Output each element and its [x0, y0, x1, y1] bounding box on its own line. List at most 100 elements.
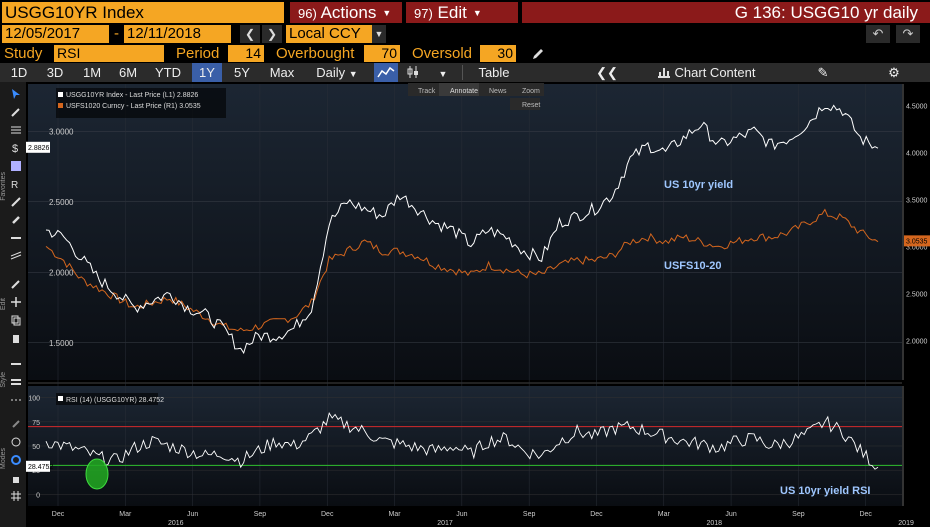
copy-icon[interactable] [10, 314, 22, 326]
range-1y[interactable]: 1Y [192, 63, 222, 82]
price-chart[interactable]: Track Annotate News Zoom Reset USGG10YR … [26, 82, 930, 527]
table-button[interactable]: Table [478, 65, 510, 80]
channel-icon[interactable] [10, 250, 22, 262]
horizontal-line-icon[interactable] [10, 232, 22, 244]
chevron-down-icon[interactable]: ▼ [438, 69, 448, 79]
legend-entry-1: USGG10YR Index - Last Price (L1) 2.8826 [66, 92, 198, 99]
range-6m[interactable]: 6M [118, 65, 138, 80]
rsi-icon[interactable]: R [10, 178, 22, 190]
toolbar-divider [462, 65, 463, 80]
series-rsi-line [45, 411, 879, 470]
start-date-input[interactable]: 12/05/2017 [2, 25, 109, 43]
line-chart-icon[interactable] [374, 63, 398, 82]
grid-icon[interactable] [10, 490, 22, 502]
news-button[interactable]: News [489, 88, 507, 95]
lock-icon[interactable] [10, 472, 22, 484]
dollar-icon[interactable]: $ [10, 142, 22, 154]
last-value-tag-rsi-text: 28.4752 [28, 464, 53, 471]
right-axis-tick: 2.5000 [906, 291, 928, 298]
end-date-input[interactable]: 12/11/2018 [124, 25, 231, 43]
track-button[interactable]: Track [418, 88, 436, 95]
study-bar: Study RSI Period 14 Overbought 70 Overso… [0, 44, 930, 64]
next-arrow-icon[interactable]: ❯ [262, 25, 282, 43]
x-axis-tick: Jun [187, 511, 198, 518]
undo-icon[interactable]: ↶ [866, 25, 890, 43]
study-label: Study [4, 45, 43, 62]
year-label: 2019 [898, 520, 914, 527]
x-axis-tick: Dec [321, 511, 334, 518]
x-axis-tick: Jun [456, 511, 467, 518]
currency-select[interactable]: Local CCY [286, 25, 372, 43]
edit-menu-button[interactable]: 97) Edit ▼ [406, 2, 518, 23]
last-value-tag-rsi-bg [26, 460, 50, 472]
crosshair-icon[interactable] [10, 436, 22, 448]
refresh-icon[interactable] [10, 454, 22, 466]
x-axis-tick: Mar [119, 511, 132, 518]
security-ticker[interactable]: USGG10YR Index [2, 2, 284, 23]
redo-icon[interactable]: ↷ [896, 25, 920, 43]
edit-chart-icon[interactable]: ✎ [817, 65, 829, 80]
right-axis-tick: 2.0000 [906, 338, 928, 345]
prev-arrow-icon[interactable]: ❮ [240, 25, 260, 43]
actions-label: Actions [320, 3, 377, 22]
drawing-toolbar: Favorites Edit Style Modes $ R [0, 82, 26, 527]
annotate-button[interactable]: Annotate [450, 88, 478, 95]
line-weight-icon[interactable] [10, 376, 22, 388]
rsi-legend-entry: RSI (14) (USGG10YR) 28.4752 [66, 397, 164, 404]
x-axis-tick: Sep [254, 511, 267, 518]
oversold-highlight-marker [85, 458, 109, 490]
overbought-input[interactable]: 70 [364, 45, 400, 62]
right-axis-tick: 3.5000 [906, 197, 928, 204]
period-input[interactable]: 14 [228, 45, 264, 62]
right-axis-tick: 3.0000 [906, 244, 928, 251]
x-axis-tick: Mar [658, 511, 671, 518]
title-bar: USGG10YR Index 96) Actions ▼ 97) Edit ▼ G … [0, 0, 930, 24]
chart-content-button[interactable]: Chart Content [646, 63, 766, 82]
study-select[interactable]: RSI [54, 45, 164, 62]
dash-style-icon[interactable] [10, 394, 22, 406]
chevron-down-icon: ▼ [472, 8, 482, 18]
oversold-input[interactable]: 30 [480, 45, 516, 62]
last-value-tag-right: 3.0535 [904, 235, 930, 247]
rsi-axis-tick: 50 [32, 444, 40, 451]
range-3d[interactable]: 3D [46, 65, 64, 80]
pointer-icon[interactable] [10, 88, 22, 100]
rsi-legend: RSI (14) (USGG10YR) 28.4752 [56, 393, 164, 405]
range-ytd[interactable]: YTD [155, 65, 181, 80]
fibonacci-icon[interactable] [10, 124, 22, 136]
actions-menu-button[interactable]: 96) Actions ▼ [290, 2, 402, 23]
chevron-down-icon: ▼ [348, 69, 358, 79]
chevron-down-icon[interactable]: ▼ [372, 25, 386, 43]
axes: 1.5000 2.0000 2.5000 3.0000 2.0000 2.5000 3.00… [26, 84, 930, 527]
candlestick-icon[interactable] [402, 63, 424, 82]
collapse-left-icon[interactable]: ❮❮ [596, 65, 618, 80]
rsi-axis-tick: 75 [32, 420, 40, 427]
zoom-button[interactable]: Zoom [522, 88, 540, 95]
line-draw-icon[interactable] [10, 196, 22, 208]
x-axis-tick: Dec [590, 511, 603, 518]
right-axis-tick: 4.0000 [906, 150, 928, 157]
series-lines [45, 104, 879, 470]
modes-section-label: Modes [0, 448, 7, 470]
pencil-icon[interactable] [530, 46, 546, 62]
link-icon[interactable] [10, 418, 22, 430]
pencil-icon[interactable] [10, 278, 22, 290]
trash-icon[interactable] [10, 332, 22, 344]
chart-toolbar: 1D 3D 1M 6M YTD 1Y 5Y Max Daily ▼ ▼ Tabl… [0, 63, 930, 82]
pen-icon[interactable] [10, 106, 22, 118]
range-1d[interactable]: 1D [10, 65, 28, 80]
chart-content-label: Chart Content [674, 65, 756, 80]
style-section-label: Style [0, 372, 7, 388]
frequency-select[interactable]: Daily ▼ [306, 63, 368, 82]
range-1m[interactable]: 1M [82, 65, 102, 80]
gear-icon[interactable]: ⚙ [888, 65, 900, 80]
line-style-icon[interactable] [10, 358, 22, 370]
range-5y[interactable]: 5Y [234, 65, 250, 80]
edit-section-label: Edit [0, 298, 7, 311]
layout-icon[interactable] [10, 160, 22, 172]
reset-button[interactable]: Reset [522, 102, 540, 109]
rsi-annotation: US 10yr yield RSI [780, 485, 871, 497]
move-icon[interactable] [10, 296, 22, 308]
brush-icon[interactable] [10, 214, 22, 226]
range-max[interactable]: Max [269, 65, 295, 80]
